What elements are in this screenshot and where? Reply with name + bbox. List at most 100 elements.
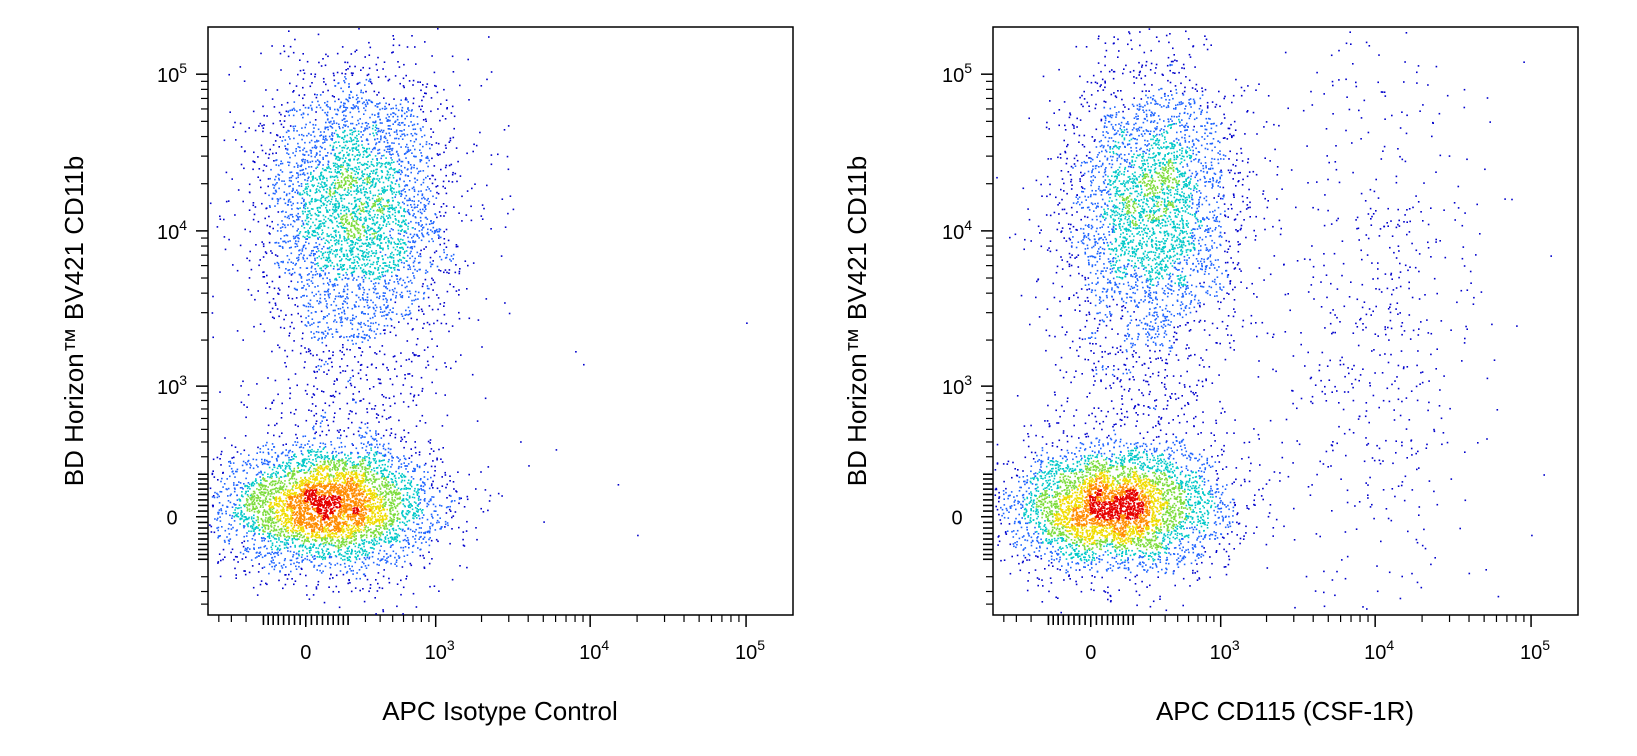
data-point: [395, 360, 398, 363]
data-point: [471, 373, 474, 376]
data-point: [365, 432, 368, 435]
data-point: [313, 184, 315, 187]
data-point: [365, 163, 368, 165]
data-point: [255, 464, 258, 467]
data-point: [248, 483, 251, 486]
data-point: [350, 53, 353, 55]
data-point: [283, 120, 286, 122]
data-point: [310, 214, 312, 217]
data-point: [301, 159, 303, 161]
data-point: [407, 146, 409, 149]
data-point: [316, 257, 319, 259]
data-point: [366, 556, 369, 559]
data-point: [342, 573, 345, 576]
data-point: [452, 136, 455, 139]
data-point: [350, 384, 353, 387]
data-point: [332, 401, 335, 404]
data-point: [322, 138, 325, 140]
data-point: [234, 488, 236, 490]
data-point: [299, 207, 301, 209]
data-point: [379, 130, 382, 133]
data-point: [379, 559, 381, 562]
data-point: [332, 420, 335, 423]
data-point: [426, 531, 429, 534]
data-point: [321, 229, 324, 232]
data-point: [259, 122, 262, 125]
data-point: [361, 144, 363, 146]
data-point: [239, 500, 242, 502]
data-point: [253, 517, 255, 520]
data-point: [423, 322, 425, 325]
data-point: [362, 146, 364, 149]
data-point: [371, 184, 374, 186]
data-point: [284, 139, 287, 141]
data-point: [419, 255, 422, 258]
data-point: [380, 558, 383, 561]
data-point: [421, 414, 424, 417]
data-point: [383, 569, 385, 571]
data-point: [443, 305, 445, 307]
data-point: [411, 375, 414, 377]
data-point: [270, 560, 273, 562]
data-point: [340, 316, 343, 318]
data-point: [338, 159, 341, 162]
data-point: [340, 200, 343, 202]
data-point: [382, 329, 385, 331]
data-point: [370, 447, 372, 449]
data-point: [298, 565, 300, 568]
data-point: [290, 570, 292, 573]
data-point: [374, 105, 377, 107]
data-point: [421, 224, 423, 226]
data-point: [411, 124, 414, 127]
data-point: [394, 243, 396, 245]
data-point: [390, 428, 393, 430]
data-point: [247, 459, 250, 462]
data-point: [424, 204, 427, 207]
data-point: [390, 448, 392, 450]
data-point: [331, 283, 334, 286]
data-point: [258, 552, 260, 554]
data-point: [407, 373, 409, 375]
data-point: [405, 441, 407, 443]
data-point: [381, 155, 383, 157]
data-point: [380, 452, 382, 455]
data-point: [359, 551, 361, 554]
data-point: [419, 554, 422, 557]
data-point: [419, 81, 421, 83]
data-point: [307, 177, 309, 180]
data-point: [433, 474, 436, 477]
data-point: [349, 349, 351, 351]
data-point: [400, 225, 403, 227]
data-point: [371, 555, 374, 558]
data-point: [232, 126, 235, 128]
data-point: [280, 113, 282, 116]
data-point: [362, 279, 365, 281]
data-point: [378, 141, 380, 143]
data-point: [271, 468, 274, 471]
data-point: [357, 82, 359, 85]
data-point: [345, 435, 348, 438]
data-point: [325, 169, 327, 172]
data-point: [356, 159, 359, 161]
data-point: [273, 552, 275, 555]
data-point: [355, 140, 358, 143]
data-point: [453, 206, 455, 208]
data-point: [367, 553, 369, 556]
data-point: [359, 283, 361, 285]
data-point: [369, 325, 372, 328]
data-point: [302, 168, 304, 171]
data-point: [315, 451, 317, 453]
data-point: [356, 102, 359, 104]
data-point: [377, 103, 380, 105]
data-point: [382, 298, 385, 301]
data-point: [289, 325, 292, 328]
data-point: [288, 459, 290, 461]
data-point: [372, 132, 374, 135]
data-point: [301, 138, 303, 141]
data-point: [220, 491, 223, 493]
data-point: [362, 255, 365, 258]
data-point: [451, 181, 454, 183]
data-point: [402, 549, 405, 552]
data-point: [400, 215, 403, 217]
data-point: [293, 107, 295, 110]
